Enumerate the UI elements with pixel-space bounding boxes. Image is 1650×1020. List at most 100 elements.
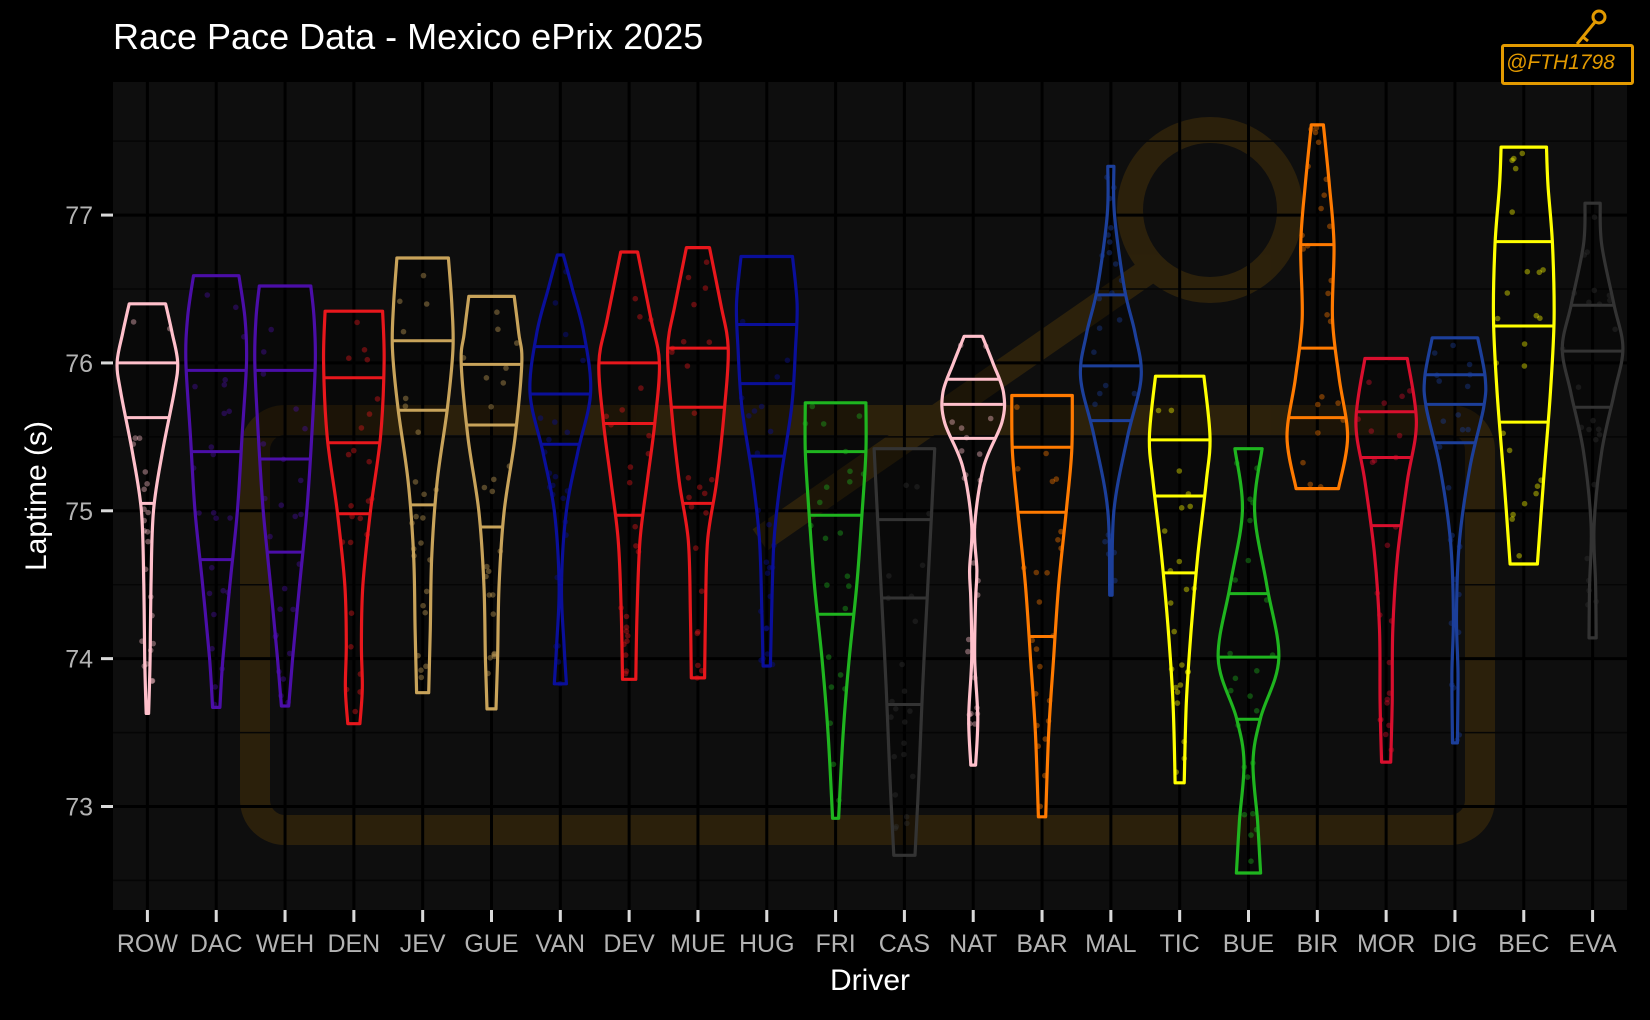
lap-point [1355,416,1361,423]
lap-point [421,491,427,498]
lap-point [769,661,776,668]
lap-point [486,592,493,598]
lap-point [1299,232,1305,239]
lap-point [1250,500,1256,506]
lap-point [1058,545,1064,552]
lap-point [280,676,287,682]
violin-weh [253,284,317,708]
lap-point [1377,717,1384,723]
lap-point [1234,460,1240,467]
lap-point [1228,687,1234,694]
lap-point [1037,803,1043,810]
lap-point [739,318,746,325]
lap-point [1108,225,1114,231]
lap-point [1431,350,1438,356]
lap-point [491,653,498,660]
lap-point [277,606,283,612]
lap-point [1591,214,1598,220]
lap-point [971,675,978,681]
lap-point [563,532,569,538]
lap-point [562,519,569,525]
lap-point [345,451,352,458]
lap-point [357,689,363,695]
lap-point [491,650,498,657]
lap-point [1174,689,1181,695]
lap-point [625,633,631,639]
violin-row [115,302,180,715]
lap-point [550,482,556,489]
lap-point [483,375,490,381]
lap-point [695,662,701,669]
lap-point [961,475,968,482]
lap-point [1593,436,1599,443]
lap-point [1116,317,1123,323]
lap-point [892,825,899,832]
lap-point [1378,716,1384,723]
x-tick-label: BEC [1498,930,1549,958]
lap-point [1315,430,1321,436]
lap-point [411,553,417,559]
lap-point [910,773,916,780]
chart-title: Race Pace Data - Mexico ePrix 2025 [113,16,704,57]
lap-point [1377,612,1383,618]
lap-point [1185,491,1192,497]
lap-point [503,365,509,371]
lap-point [693,545,699,551]
lap-point [836,797,842,804]
lap-point [1102,382,1109,389]
lap-point [899,661,905,668]
lap-point [1450,685,1457,691]
lap-point [1102,538,1108,545]
x-tick-label: MAL [1085,930,1137,958]
lap-point [1459,426,1466,433]
lap-point [348,644,354,650]
lap-point [837,530,844,536]
lap-point [688,504,695,510]
lap-point [903,814,910,820]
lap-point [1097,390,1103,397]
lap-point [965,648,971,655]
lap-point [1509,209,1515,215]
violin-outline [597,250,662,681]
lap-point [141,663,148,669]
lap-point [412,479,419,485]
lap-point [1393,454,1399,461]
x-tick-label: TIC [1160,930,1200,958]
lap-point [420,602,426,609]
lap-point [1521,341,1528,347]
lap-point [632,523,638,530]
lap-point [1155,407,1162,414]
lap-point [738,395,745,401]
lap-point [260,371,267,377]
lap-point [1227,650,1233,657]
lap-point [489,488,496,495]
x-tick-label: DAC [190,930,243,958]
lap-point [1575,384,1582,391]
lap-point [1456,591,1462,598]
lap-point [580,357,586,364]
lap-point [364,531,370,538]
violin-outline [665,246,730,680]
lap-point [1183,586,1190,593]
lap-point [1447,537,1454,543]
lap-point [491,651,497,658]
lap-point [1386,690,1393,696]
y-tick-label: 77 [65,202,93,230]
lap-point [1524,268,1531,275]
lap-point [627,464,634,470]
lap-point [1313,125,1320,131]
lap-point [758,657,764,663]
violin-outline [1422,336,1488,745]
lap-point [1250,760,1256,766]
lap-point [1368,428,1375,434]
lap-point [1509,516,1515,522]
lap-point [970,560,977,566]
lap-point [1596,301,1603,308]
lap-point [418,674,425,681]
lap-point [1578,424,1585,431]
lap-point [1591,481,1597,488]
lap-point [1253,826,1260,833]
lap-point [987,415,994,422]
lap-point [1045,718,1052,724]
lap-point [958,425,965,431]
